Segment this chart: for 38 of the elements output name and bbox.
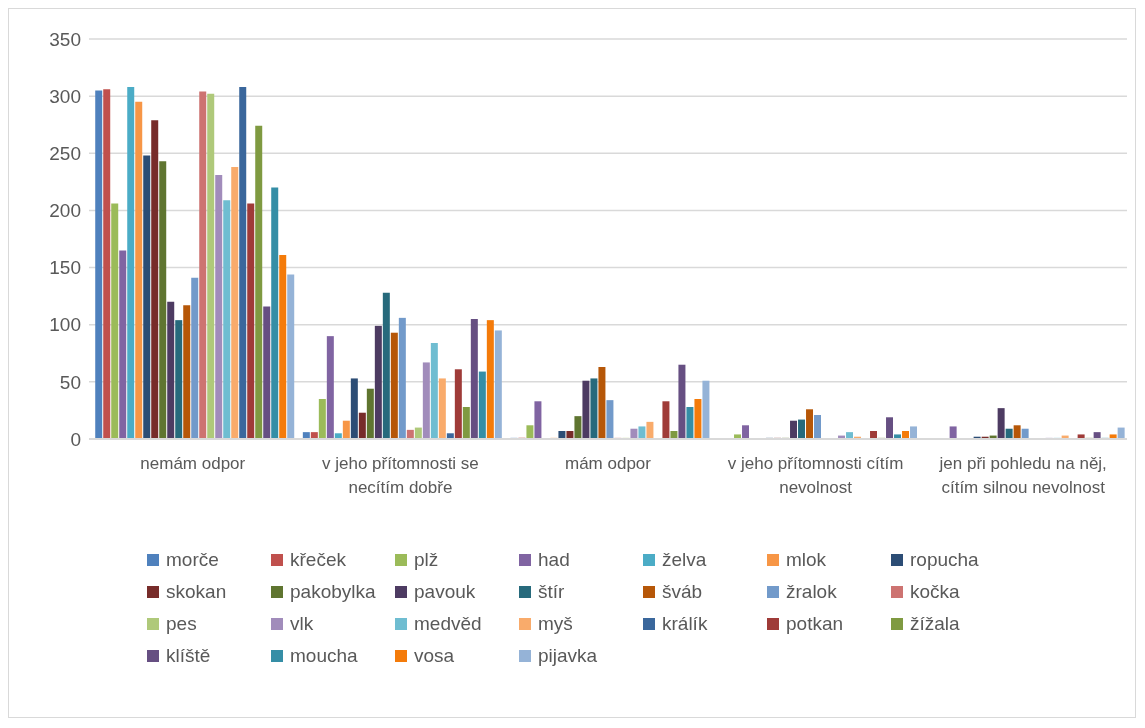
- legend-label: mlok: [786, 549, 827, 571]
- legend-label: plž: [414, 549, 439, 571]
- legend-label: štír: [538, 581, 565, 603]
- legend-label: pijavka: [538, 645, 598, 667]
- legend-label: králík: [662, 613, 708, 635]
- legend-label: pavouk: [414, 581, 476, 603]
- legend-label: skokan: [166, 581, 227, 603]
- x-tick-label: v jeho přítomnosti se necítím dobře: [321, 454, 479, 498]
- legend-label: pes: [166, 613, 197, 635]
- legend-label: žralok: [786, 581, 837, 603]
- x-tick-label: mám odpor: [565, 454, 652, 474]
- legend-label: žížala: [910, 613, 960, 635]
- legend-label: myš: [538, 613, 573, 635]
- x-tick-label: nemám odpor: [140, 454, 246, 474]
- legend-label: potkan: [786, 613, 844, 635]
- legend-label: vlk: [290, 613, 314, 635]
- y-tick-label: 250: [49, 143, 81, 165]
- x-tick-label: jen při pohledu na něj, cítím silnou nevolnost: [938, 454, 1107, 498]
- y-tick-label: 300: [49, 85, 81, 107]
- legend-label: křeček: [290, 549, 346, 571]
- x-tick-label: v jeho přítomnosti cítím nevolnost: [727, 454, 904, 498]
- legend-label: ropucha: [910, 549, 979, 571]
- y-tick-label: 100: [49, 314, 81, 336]
- y-tick-label: 200: [49, 200, 81, 222]
- legend-label: šváb: [662, 581, 703, 603]
- y-tick-label: 150: [49, 257, 81, 279]
- y-tick-label: 50: [59, 371, 81, 393]
- legend-label: pakobylka: [290, 581, 376, 603]
- y-tick-label: 0: [70, 428, 81, 450]
- legend-label: želva: [662, 549, 707, 571]
- legend-label: moucha: [290, 645, 358, 667]
- legend-label: morče: [166, 549, 219, 571]
- y-tick-label: 350: [49, 28, 81, 50]
- legend-label: klíště: [166, 645, 211, 667]
- legend-label: vosa: [414, 645, 455, 667]
- legend-label: medvěd: [414, 613, 482, 635]
- legend-label: kočka: [910, 581, 960, 603]
- legend-label: had: [538, 549, 570, 571]
